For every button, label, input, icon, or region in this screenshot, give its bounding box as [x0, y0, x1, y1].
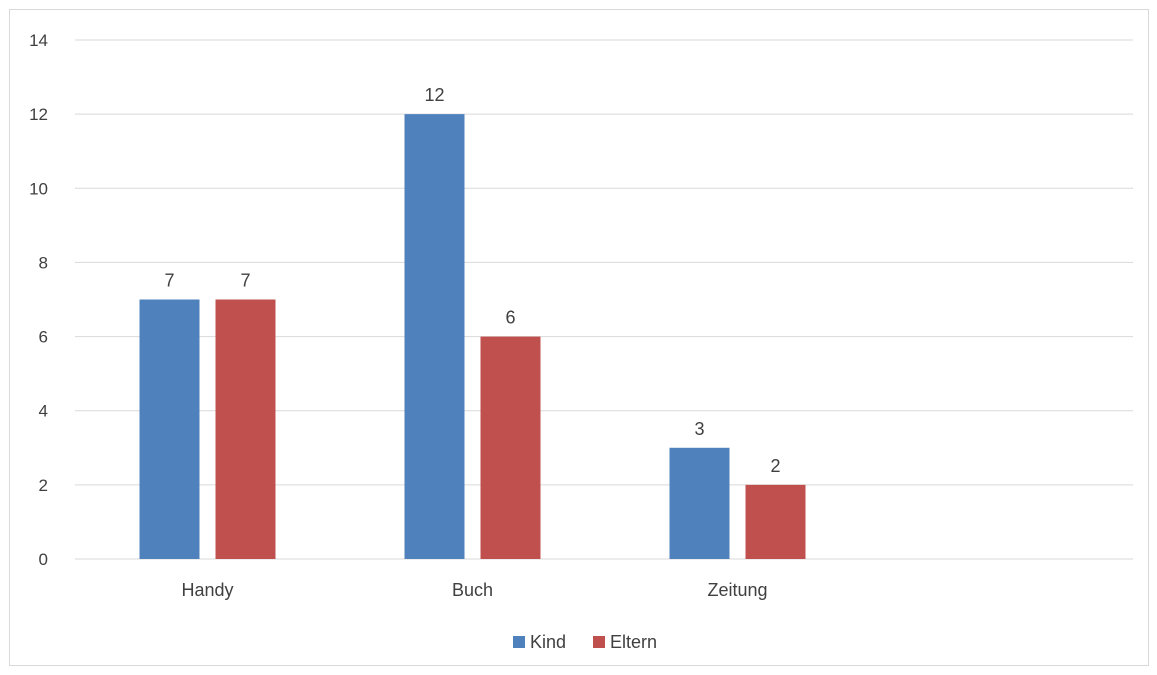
category-label-buch: Buch — [452, 580, 493, 600]
bars — [139, 114, 806, 560]
legend: Kind Eltern — [513, 632, 657, 652]
bar-buch-eltern — [480, 336, 541, 559]
y-tick-label-2: 2 — [39, 476, 48, 495]
category-label-handy: Handy — [181, 580, 233, 600]
bar-buch-kind — [404, 114, 465, 560]
legend-swatch-eltern — [593, 636, 605, 648]
data-labels: 7 7 12 6 3 2 — [164, 85, 780, 476]
legend-swatch-kind — [513, 636, 525, 648]
data-label-zeitung-kind: 3 — [694, 419, 704, 439]
legend-label-kind: Kind — [530, 632, 566, 652]
data-label-buch-eltern: 6 — [505, 308, 515, 328]
legend-label-eltern: Eltern — [610, 632, 657, 652]
bar-handy-eltern — [215, 299, 276, 559]
y-axis-tick-labels: 0 2 4 6 8 10 12 14 — [29, 31, 48, 569]
y-tick-label-10: 10 — [29, 179, 48, 198]
y-tick-label-4: 4 — [39, 402, 48, 421]
y-tick-label-6: 6 — [39, 328, 48, 347]
bar-handy-kind — [139, 299, 200, 559]
data-label-handy-eltern: 7 — [240, 271, 250, 291]
category-labels: Handy Buch Zeitung — [181, 580, 767, 600]
data-label-buch-kind: 12 — [424, 85, 444, 105]
data-label-handy-kind: 7 — [164, 271, 174, 291]
category-label-zeitung: Zeitung — [707, 580, 767, 600]
y-tick-label-0: 0 — [39, 550, 48, 569]
y-tick-label-12: 12 — [29, 105, 48, 124]
bar-zeitung-kind — [669, 447, 730, 559]
y-tick-label-14: 14 — [29, 31, 48, 50]
bar-zeitung-eltern — [745, 484, 806, 559]
y-tick-label-8: 8 — [39, 253, 48, 272]
data-label-zeitung-eltern: 2 — [770, 456, 780, 476]
